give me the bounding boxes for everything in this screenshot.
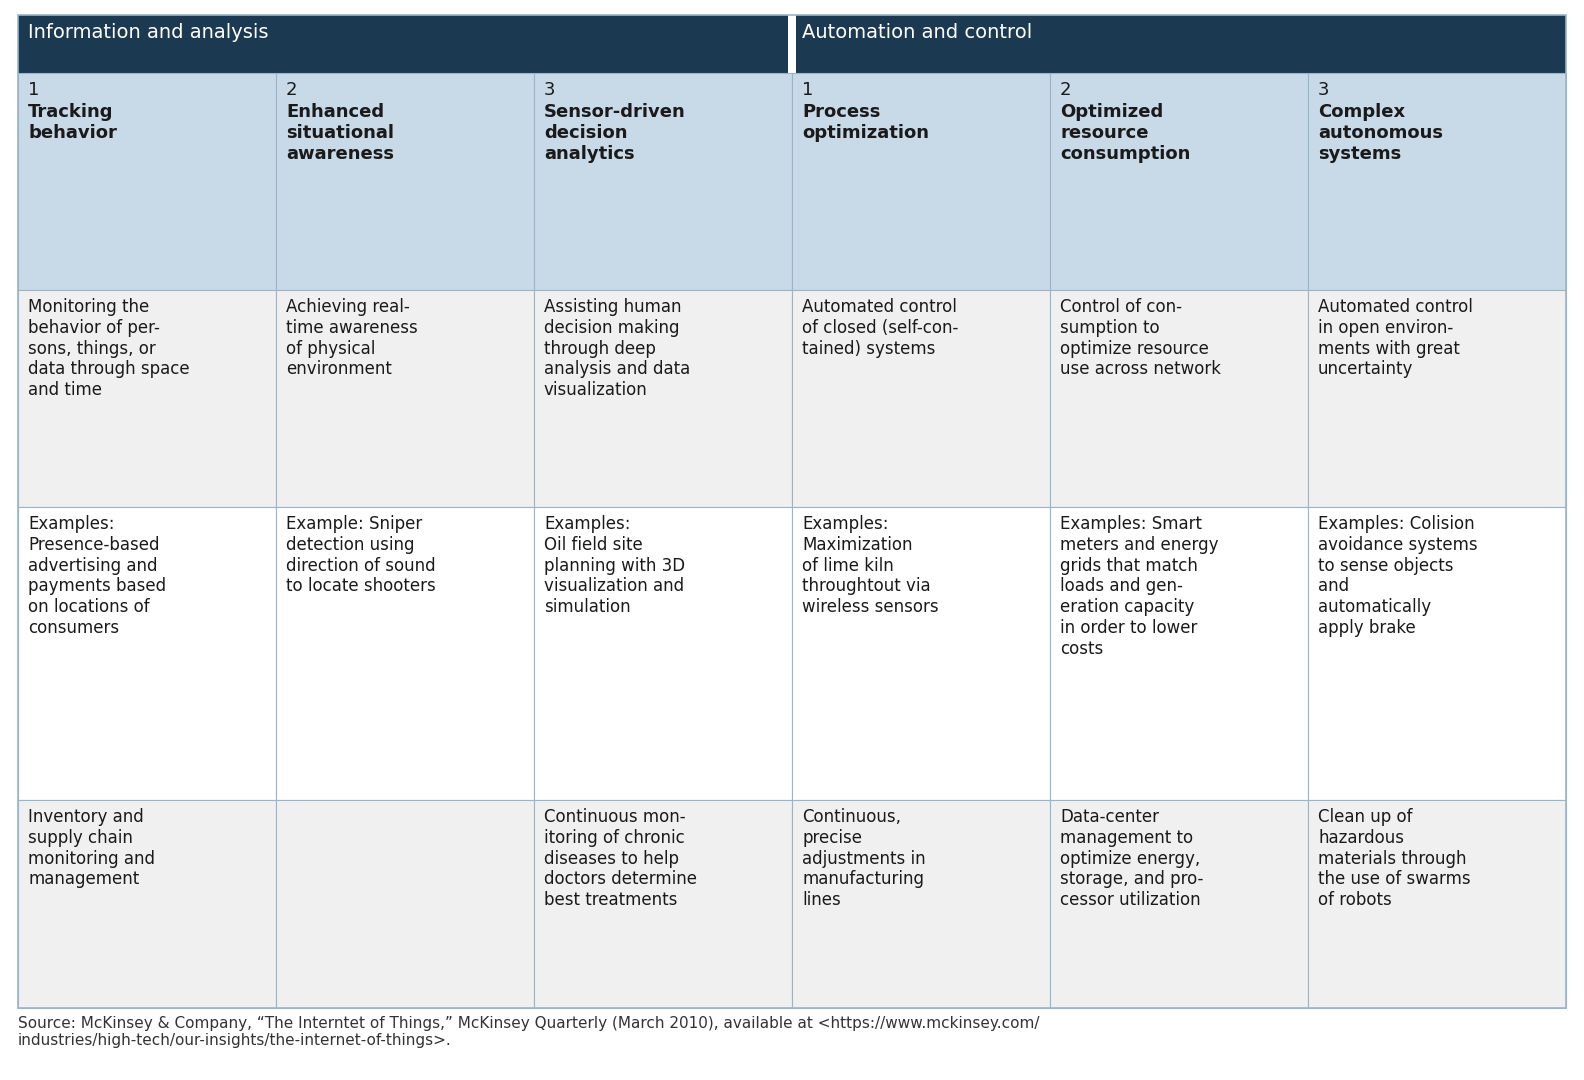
Text: 2: 2 [1060, 81, 1071, 99]
Bar [276, 291, 534, 507]
Bar [17, 291, 276, 507]
Text: Source: McKinsey & Company, “The Interntet of Things,” McKinsey Quarterly (March: Source: McKinsey & Company, “The Internt… [17, 1016, 1039, 1049]
Bar [1050, 73, 1308, 291]
Bar [276, 73, 534, 291]
Text: Sensor-driven
decision
analytics: Sensor-driven decision analytics [543, 103, 686, 163]
Bar [534, 73, 792, 291]
Bar [1308, 73, 1567, 291]
Text: Examples: Smart
meters and energy
grids that match
loads and gen-
eration capaci: Examples: Smart meters and energy grids … [1060, 515, 1218, 658]
Bar [276, 507, 534, 800]
Text: Continuous,
precise
adjustments in
manufacturing
lines: Continuous, precise adjustments in manuf… [802, 808, 925, 909]
Text: Continuous mon-
itoring of chronic
diseases to help
doctors determine
best treat: Continuous mon- itoring of chronic disea… [543, 808, 697, 909]
Text: Example: Sniper
detection using
direction of sound
to locate shooters: Example: Sniper detection using directio… [287, 515, 436, 595]
Text: 3: 3 [543, 81, 556, 99]
Bar [792, 800, 1050, 1008]
Text: Examples:
Presence-based
advertising and
payments based
on locations of
consumer: Examples: Presence-based advertising and… [29, 515, 166, 637]
Text: 3: 3 [1318, 81, 1329, 99]
Bar [792, 507, 1050, 800]
Text: Automated control
of closed (self-con-
tained) systems: Automated control of closed (self-con- t… [802, 298, 958, 357]
Text: Achieving real-
time awareness
of physical
environment: Achieving real- time awareness of physic… [287, 298, 418, 378]
Text: Examples: Colision
avoidance systems
to sense objects
and
automatically
apply br: Examples: Colision avoidance systems to … [1318, 515, 1478, 637]
Text: Data-center
management to
optimize energy,
storage, and pro-
cessor utilization: Data-center management to optimize energ… [1060, 808, 1204, 909]
Bar [1050, 291, 1308, 507]
Text: Tracking
behavior: Tracking behavior [29, 103, 117, 141]
Bar [17, 73, 276, 291]
Bar [1308, 291, 1567, 507]
Bar [792, 291, 1050, 507]
Bar [534, 507, 792, 800]
Text: Complex
autonomous
systems: Complex autonomous systems [1318, 103, 1443, 163]
Text: Monitoring the
behavior of per-
sons, things, or
data through space
and time: Monitoring the behavior of per- sons, th… [29, 298, 190, 400]
Bar [276, 800, 534, 1008]
Text: Clean up of
hazardous
materials through
the use of swarms
of robots: Clean up of hazardous materials through … [1318, 808, 1470, 909]
Text: Examples:
Oil field site
planning with 3D
visualization and
simulation: Examples: Oil field site planning with 3… [543, 515, 686, 617]
Text: Optimized
resource
consumption: Optimized resource consumption [1060, 103, 1190, 163]
Bar [1308, 800, 1567, 1008]
Bar [1308, 507, 1567, 800]
Text: Assisting human
decision making
through deep
analysis and data
visualization: Assisting human decision making through … [543, 298, 691, 400]
Bar [17, 15, 792, 73]
Text: 1: 1 [29, 81, 40, 99]
Bar [534, 291, 792, 507]
Bar [792, 73, 1050, 291]
Text: 1: 1 [802, 81, 813, 99]
Text: Automated control
in open environ-
ments with great
uncertainty: Automated control in open environ- ments… [1318, 298, 1473, 378]
Bar [17, 800, 276, 1008]
Bar [792, 15, 1567, 73]
Text: Information and analysis: Information and analysis [29, 23, 269, 42]
Text: Control of con-
sumption to
optimize resource
use across network: Control of con- sumption to optimize res… [1060, 298, 1221, 378]
Bar [17, 507, 276, 800]
Text: Process
optimization: Process optimization [802, 103, 928, 141]
Text: Automation and control: Automation and control [802, 23, 1033, 42]
Bar [1050, 507, 1308, 800]
Bar [787, 15, 797, 73]
Bar [1050, 800, 1308, 1008]
Text: Enhanced
situational
awareness: Enhanced situational awareness [287, 103, 394, 163]
Bar [534, 800, 792, 1008]
Text: Inventory and
supply chain
monitoring and
management: Inventory and supply chain monitoring an… [29, 808, 155, 889]
Text: Examples:
Maximization
of lime kiln
throughtout via
wireless sensors: Examples: Maximization of lime kiln thro… [802, 515, 939, 617]
Text: 2: 2 [287, 81, 298, 99]
